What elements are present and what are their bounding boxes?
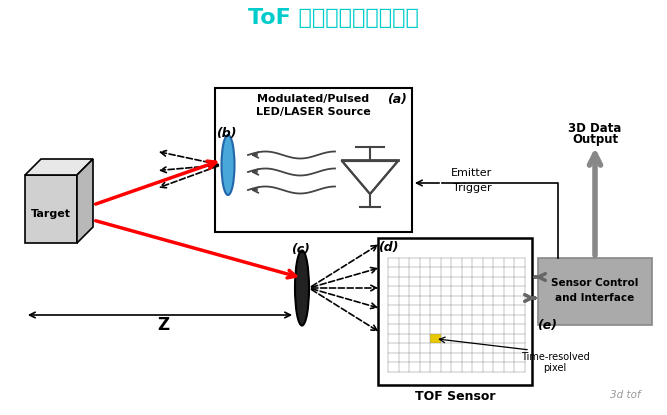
Bar bbox=[538, 258, 652, 325]
Ellipse shape bbox=[295, 251, 309, 325]
Text: 3D Data: 3D Data bbox=[568, 122, 622, 134]
Bar bbox=[25, 175, 77, 243]
Text: TOF Sensor: TOF Sensor bbox=[415, 391, 496, 403]
Text: (e): (e) bbox=[537, 320, 557, 332]
Polygon shape bbox=[77, 159, 93, 243]
Bar bbox=[215, 88, 412, 232]
Text: (c): (c) bbox=[291, 242, 309, 256]
Text: Z: Z bbox=[157, 316, 169, 334]
Text: Time-resolved: Time-resolved bbox=[521, 352, 590, 362]
Text: Sensor Control: Sensor Control bbox=[552, 278, 639, 288]
Text: (d): (d) bbox=[378, 242, 398, 254]
Ellipse shape bbox=[221, 135, 235, 195]
Text: LED/LASER Source: LED/LASER Source bbox=[256, 107, 371, 117]
Text: ToF 模组工作原理示意图: ToF 模组工作原理示意图 bbox=[247, 8, 418, 28]
Text: pixel: pixel bbox=[544, 363, 567, 373]
Text: Modulated/Pulsed: Modulated/Pulsed bbox=[257, 94, 370, 104]
Text: (b): (b) bbox=[215, 127, 236, 139]
Polygon shape bbox=[25, 159, 93, 175]
Text: 3d tof: 3d tof bbox=[610, 390, 640, 400]
Text: Output: Output bbox=[572, 134, 618, 146]
Text: Target: Target bbox=[31, 209, 71, 219]
Bar bbox=[378, 238, 532, 385]
Text: Emitter: Emitter bbox=[452, 168, 493, 178]
Text: Trigger: Trigger bbox=[453, 183, 492, 193]
Text: (a): (a) bbox=[387, 93, 407, 107]
Text: and Interface: and Interface bbox=[556, 293, 634, 303]
Bar bbox=[430, 334, 440, 344]
